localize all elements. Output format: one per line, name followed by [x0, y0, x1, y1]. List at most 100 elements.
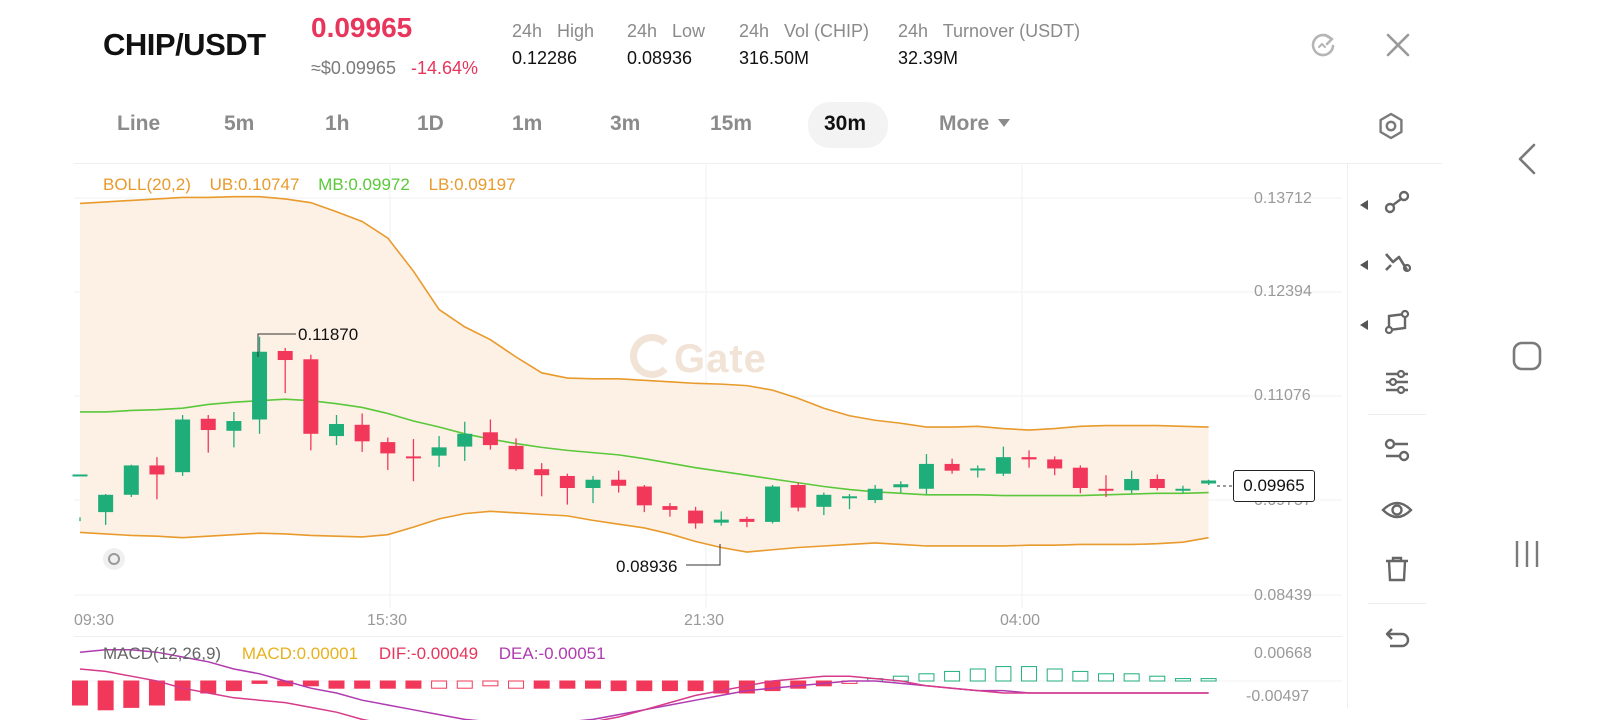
candle-body: [380, 442, 396, 454]
boll-mid-line: [80, 398, 1209, 497]
tab-more[interactable]: More: [939, 112, 1010, 136]
nav-recents-icon[interactable]: [1511, 538, 1543, 570]
settings-sliders-icon[interactable]: [1383, 368, 1411, 396]
candle-body: [790, 485, 806, 508]
watermark-mark-icon: [630, 334, 674, 378]
boll-legend: BOLL(20,2) UB:0.10747 MB:0.09972 LB:0.09…: [103, 175, 516, 195]
tab-1h[interactable]: 1h: [325, 112, 350, 135]
expand-arrow-icon: [1360, 197, 1368, 215]
tab-more-label: More: [939, 112, 990, 135]
macd-dea: DEA:-0.00051: [498, 644, 606, 663]
last-price: 0.09965: [311, 12, 413, 43]
stat-low-value: 0.08936: [627, 48, 693, 68]
macd-hist-bar: [302, 680, 319, 687]
macd-hist-bar: [72, 680, 88, 706]
candle-body: [354, 424, 370, 442]
tab-active-highlight: [808, 102, 888, 148]
candle-body: [405, 456, 421, 459]
high-annotation-leader: [257, 333, 296, 357]
macd-hist-bar: [1046, 668, 1063, 682]
candle-body: [970, 468, 986, 471]
candle-body: [457, 433, 473, 447]
boll-name: BOLL(20,2): [103, 175, 191, 194]
candle-body: [765, 486, 781, 522]
nav-home-icon[interactable]: [1511, 340, 1543, 372]
low-annotation-leader: [686, 544, 721, 566]
candle-body: [72, 474, 88, 477]
candle-body: [1021, 457, 1037, 460]
candle-body: [123, 465, 139, 495]
reset-zoom-icon[interactable]: [102, 547, 126, 571]
macd-hist-bar: [482, 680, 499, 687]
candle-body: [98, 494, 114, 513]
macd-hist-bar: [379, 680, 396, 689]
macd-hist-bar: [1174, 678, 1191, 682]
tab-1d[interactable]: 1D: [417, 112, 444, 135]
macd-hist-bar: [918, 673, 935, 682]
macd-hist-bar: [97, 680, 114, 711]
candle-body: [739, 518, 755, 522]
tab-line[interactable]: Line: [117, 112, 161, 135]
indicator-icon[interactable]: [1383, 436, 1411, 464]
price-axis-label: 0.13712: [1254, 190, 1312, 207]
tab-5m[interactable]: 5m: [224, 112, 255, 135]
stat-vol-label: 24h Vol (CHIP): [739, 21, 870, 41]
shape-icon[interactable]: [1383, 308, 1411, 336]
macd-hist-bar: [148, 680, 165, 706]
macd-name: MACD(12,26,9): [103, 644, 222, 663]
time-axis-label: 04:00: [1000, 612, 1041, 629]
candle-body: [1124, 478, 1140, 491]
toolbar-divider: [1347, 163, 1348, 708]
nav-back-icon[interactable]: [1514, 143, 1540, 175]
candle-body: [688, 510, 704, 524]
candle-body: [508, 445, 524, 470]
toolbar-separator: [1368, 414, 1426, 415]
candle-body: [303, 359, 319, 434]
macd-hist-bar: [200, 680, 217, 694]
candle-body: [662, 506, 678, 510]
macd-hist-bar: [636, 680, 653, 692]
tab-30m[interactable]: 30m: [824, 112, 867, 135]
trend-line-icon[interactable]: [1383, 188, 1411, 216]
polyline-icon[interactable]: [1383, 248, 1412, 276]
tab-1m[interactable]: 1m: [512, 112, 543, 135]
macd-hist-bar: [1072, 670, 1089, 682]
chart-settings-icon[interactable]: [1376, 111, 1406, 141]
macd-hist-bar: [533, 680, 550, 689]
close-icon[interactable]: [1383, 30, 1413, 60]
macd-hist-bar: [174, 680, 191, 701]
candle-body: [1201, 480, 1217, 484]
macd-dif: DIF:-0.00049: [378, 644, 479, 663]
macd-hist-bar: [405, 680, 422, 689]
candle-body: [252, 351, 268, 420]
undo-icon[interactable]: [1384, 625, 1412, 651]
macd-hist-bar: [661, 680, 678, 692]
refresh-icon[interactable]: [1308, 30, 1338, 60]
stat-turnover-value: 32.39M: [898, 48, 959, 68]
time-axis-label: 09:30: [74, 612, 115, 629]
candle-body: [918, 463, 934, 489]
candle-body: [611, 479, 627, 486]
candle-body: [329, 424, 344, 437]
trash-icon[interactable]: [1384, 555, 1410, 583]
boll-lower-line: [79, 510, 1209, 553]
tab-3m[interactable]: 3m: [610, 112, 641, 135]
tab-15m[interactable]: 15m: [710, 112, 753, 135]
usd-price: ≈$0.09965: [311, 58, 396, 78]
macd-hist-bar: [969, 668, 986, 682]
candle-body: [1175, 488, 1191, 491]
candle-body: [1072, 467, 1088, 489]
macd-hist-bar: [225, 680, 242, 692]
caret-down-icon: [997, 119, 1010, 127]
candle-body: [585, 479, 601, 489]
time-axis-label: 15:30: [367, 612, 408, 629]
pair-title[interactable]: CHIP/USDT: [103, 27, 266, 62]
macd-dif-line: [79, 668, 1209, 720]
stat-high-value: 0.12286: [512, 48, 578, 68]
eye-icon[interactable]: [1381, 496, 1413, 524]
macd-hist-bar: [1149, 675, 1166, 682]
candle-body: [226, 421, 242, 431]
candle-body: [944, 463, 960, 471]
price-axis-label: 0.12394: [1254, 283, 1312, 300]
